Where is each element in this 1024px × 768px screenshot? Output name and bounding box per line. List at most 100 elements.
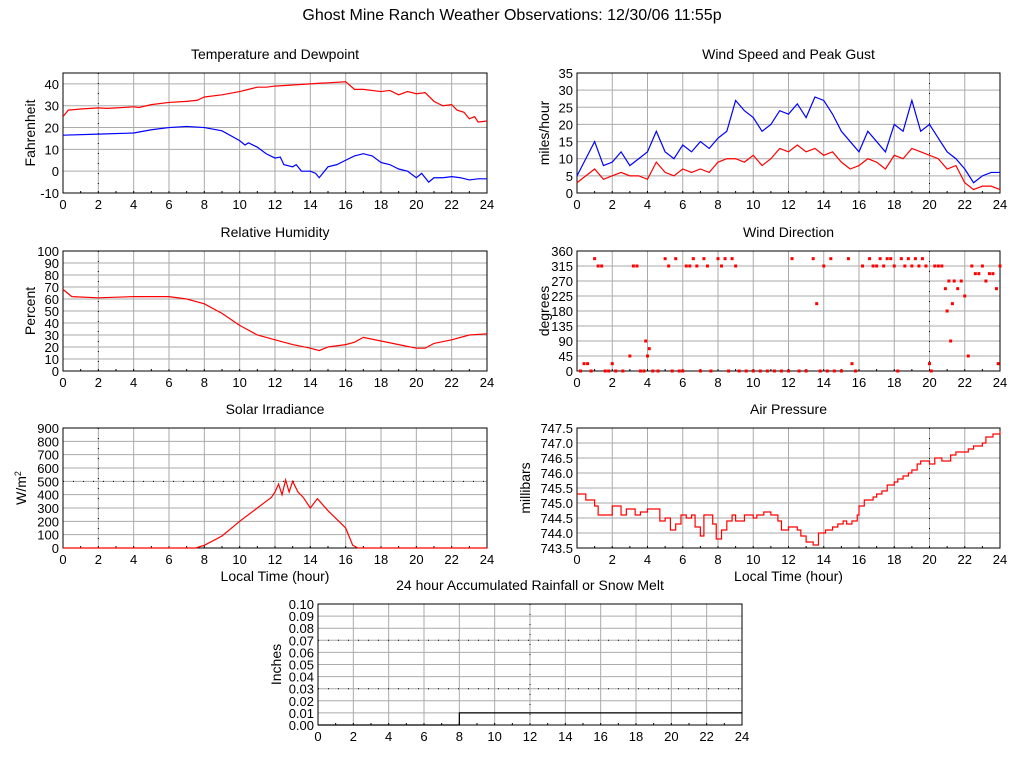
data-point	[698, 369, 702, 373]
data-point	[913, 257, 917, 261]
chart-title: 24 hour Accumulated Rainfall or Snow Mel…	[396, 577, 664, 593]
x-tick-label: 16	[593, 729, 607, 744]
y-tick-label: 35	[559, 66, 573, 81]
x-tick-label: 4	[130, 375, 137, 390]
x-tick-label: 2	[95, 197, 102, 212]
series-line-temperature	[62, 81, 488, 123]
data-point	[582, 362, 586, 366]
y-tick-label: 0.07	[289, 633, 314, 648]
series-line-dewpoint	[62, 125, 487, 183]
data-point	[681, 369, 685, 373]
x-tick-label: 14	[303, 552, 317, 567]
series-line-peak-gust	[576, 96, 1000, 184]
data-point	[943, 287, 947, 291]
data-point	[730, 257, 734, 261]
plot-frame	[62, 250, 488, 372]
data-point	[734, 264, 738, 268]
y-tick-label: 100	[37, 528, 59, 543]
data-point	[790, 257, 794, 261]
y-tick-label: 60	[45, 292, 59, 307]
data-point	[579, 369, 583, 373]
y-tick-label: 180	[551, 304, 573, 319]
data-point	[811, 257, 815, 261]
data-point	[825, 369, 829, 373]
y-tick-label: 0.09	[289, 609, 314, 624]
data-point	[723, 257, 727, 261]
y-tick-label: 747.0	[540, 436, 573, 451]
series-line-air-pressure	[577, 431, 1001, 546]
y-axis-label: Percent	[22, 287, 38, 335]
x-tick-label: 8	[201, 197, 208, 212]
x-tick-label: 22	[958, 552, 972, 567]
y-tick-label: 0.00	[289, 718, 314, 733]
data-point	[656, 369, 660, 373]
x-tick-label: 14	[303, 375, 317, 390]
plot-frame	[576, 427, 1001, 549]
x-tick-label: 0	[573, 197, 580, 212]
x-tick-label: 10	[746, 197, 760, 212]
data-point	[610, 362, 614, 366]
data-point	[737, 369, 741, 373]
data-point	[994, 287, 998, 291]
data-point	[751, 369, 755, 373]
data-point	[973, 272, 977, 276]
data-point	[607, 369, 611, 373]
data-point	[871, 264, 875, 268]
data-point	[950, 302, 954, 306]
x-tick-label: 24	[735, 729, 749, 744]
x-tick-label: 0	[573, 375, 580, 390]
data-point	[815, 302, 819, 306]
data-point	[787, 369, 790, 373]
x-tick-label: 24	[480, 197, 494, 212]
data-point	[829, 257, 833, 261]
data-point	[705, 264, 709, 268]
data-point	[670, 369, 674, 373]
data-point	[882, 264, 886, 268]
y-tick-label: 0	[566, 186, 573, 201]
y-tick-label: 400	[37, 488, 59, 503]
data-point	[984, 279, 988, 283]
data-point	[684, 264, 688, 268]
x-tick-label: 8	[201, 552, 208, 567]
y-tick-label: 0	[52, 164, 59, 179]
data-point	[716, 257, 720, 261]
data-point	[663, 257, 667, 261]
y-tick-label: 700	[37, 448, 59, 463]
x-tick-label: 22	[958, 375, 972, 390]
x-tick-label: 22	[699, 729, 713, 744]
data-point	[850, 362, 854, 366]
x-tick-label: 6	[165, 375, 172, 390]
data-point	[917, 264, 921, 268]
y-tick-label: -10	[40, 186, 59, 201]
x-tick-label: 4	[385, 729, 392, 744]
y-tick-label: 500	[37, 474, 59, 489]
x-axis-label: Local Time (hour)	[221, 568, 330, 584]
data-point	[977, 272, 981, 276]
y-tick-label: 900	[37, 421, 59, 436]
x-tick-label: 22	[958, 197, 972, 212]
data-point	[846, 257, 850, 261]
data-point	[758, 369, 762, 373]
y-tick-label: 0	[52, 541, 59, 556]
x-tick-label: 4	[130, 197, 137, 212]
y-axis-label: Fahrenheit	[22, 99, 38, 166]
x-tick-label: 0	[59, 375, 66, 390]
y-tick-label: 0.04	[289, 670, 314, 685]
data-point	[691, 257, 695, 261]
x-tick-label: 18	[887, 197, 901, 212]
x-tick-label: 14	[558, 729, 572, 744]
y-tick-label: 0.05	[289, 658, 314, 673]
data-point	[868, 257, 872, 261]
x-tick-label: 8	[714, 197, 721, 212]
x-tick-label: 20	[922, 552, 936, 567]
x-tick-label: 22	[444, 375, 458, 390]
y-tick-label: 225	[551, 289, 573, 304]
chart-title: Temperature and Dewpoint	[191, 46, 359, 62]
data-point	[651, 369, 655, 373]
x-tick-label: 24	[480, 552, 494, 567]
plot-frame	[62, 72, 488, 194]
x-tick-label: 6	[679, 552, 686, 567]
data-point	[709, 369, 713, 373]
data-point	[688, 264, 692, 268]
x-tick-label: 2	[95, 552, 102, 567]
